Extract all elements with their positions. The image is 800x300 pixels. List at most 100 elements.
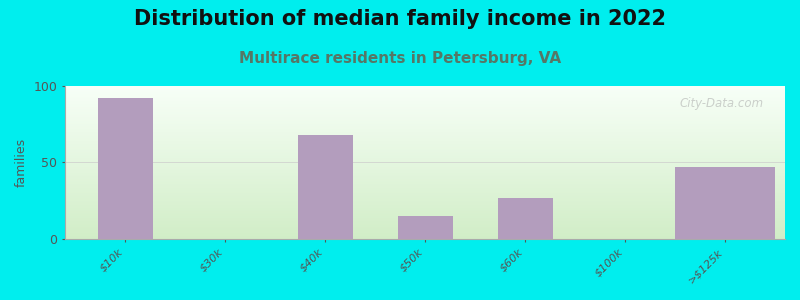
Bar: [98, 98, 153, 239]
Bar: [65, 92, 785, 94]
Bar: [65, 195, 785, 196]
Text: Distribution of median family income in 2022: Distribution of median family income in …: [134, 9, 666, 29]
Bar: [65, 175, 785, 176]
Bar: [65, 130, 785, 132]
Bar: [65, 187, 785, 188]
Bar: [65, 150, 785, 152]
Bar: [65, 140, 785, 141]
Bar: [65, 153, 785, 155]
Bar: [65, 100, 785, 101]
Bar: [65, 115, 785, 117]
Bar: [65, 97, 785, 98]
Bar: [65, 204, 785, 205]
Bar: [65, 176, 785, 178]
Bar: [65, 167, 785, 169]
Bar: [65, 113, 785, 115]
Bar: [65, 214, 785, 216]
Bar: [65, 173, 785, 175]
Bar: [65, 163, 785, 164]
Bar: [65, 198, 785, 199]
Bar: [65, 220, 785, 222]
Bar: [65, 132, 785, 134]
Bar: [65, 205, 785, 207]
Bar: [65, 135, 785, 136]
Bar: [65, 118, 785, 120]
Bar: [65, 123, 785, 124]
Bar: [65, 127, 785, 129]
Bar: [65, 152, 785, 153]
Bar: [65, 117, 785, 118]
Bar: [65, 146, 785, 147]
Bar: [65, 178, 785, 179]
Bar: [65, 120, 785, 121]
Bar: [65, 201, 785, 202]
Bar: [65, 181, 785, 182]
Bar: [65, 190, 785, 191]
Bar: [65, 193, 785, 195]
Bar: [675, 167, 775, 239]
Bar: [65, 233, 785, 234]
Bar: [65, 185, 785, 187]
Bar: [65, 101, 785, 103]
Bar: [65, 106, 785, 107]
Bar: [65, 144, 785, 146]
Bar: [65, 188, 785, 190]
Bar: [65, 149, 785, 150]
Bar: [65, 141, 785, 142]
Bar: [65, 237, 785, 239]
Y-axis label: families: families: [15, 138, 28, 187]
Bar: [65, 164, 785, 166]
Bar: [65, 212, 785, 213]
Text: Multirace residents in Petersburg, VA: Multirace residents in Petersburg, VA: [239, 51, 561, 66]
Bar: [65, 208, 785, 210]
Bar: [65, 104, 785, 106]
Bar: [65, 103, 785, 104]
Bar: [65, 98, 785, 100]
Bar: [65, 166, 785, 167]
Bar: [65, 112, 785, 113]
Bar: [65, 179, 785, 181]
Bar: [65, 134, 785, 135]
Bar: [298, 135, 353, 239]
Bar: [65, 196, 785, 198]
Bar: [65, 94, 785, 95]
Bar: [65, 219, 785, 220]
Bar: [65, 213, 785, 214]
Bar: [65, 138, 785, 140]
Bar: [65, 109, 785, 110]
Bar: [65, 159, 785, 161]
Bar: [65, 147, 785, 149]
Bar: [65, 86, 785, 88]
Bar: [65, 170, 785, 172]
Bar: [65, 158, 785, 159]
Bar: [65, 202, 785, 204]
Bar: [398, 216, 453, 239]
Bar: [65, 126, 785, 127]
Bar: [65, 95, 785, 97]
Bar: [65, 234, 785, 236]
Bar: [65, 107, 785, 109]
Bar: [65, 172, 785, 173]
Bar: [65, 222, 785, 224]
Bar: [65, 129, 785, 130]
Bar: [65, 142, 785, 144]
Bar: [65, 155, 785, 156]
Bar: [65, 230, 785, 231]
Bar: [65, 231, 785, 233]
Bar: [65, 89, 785, 91]
Bar: [65, 210, 785, 212]
Bar: [65, 191, 785, 193]
Bar: [65, 227, 785, 228]
Text: City-Data.com: City-Data.com: [679, 97, 763, 110]
Bar: [65, 88, 785, 89]
Bar: [65, 218, 785, 219]
Bar: [65, 169, 785, 170]
Bar: [65, 121, 785, 123]
Bar: [65, 225, 785, 227]
Bar: [65, 91, 785, 92]
Bar: [65, 124, 785, 126]
Bar: [65, 224, 785, 225]
Bar: [65, 228, 785, 230]
Bar: [65, 207, 785, 208]
Bar: [498, 198, 553, 239]
